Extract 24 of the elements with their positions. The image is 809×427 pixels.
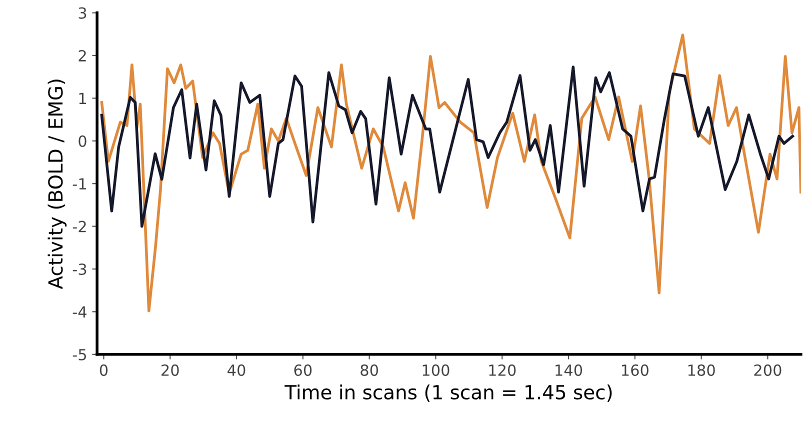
x-tick-label: 20 <box>162 364 179 376</box>
y-tick-label: -1 <box>72 178 86 190</box>
x-tick-label: 100 <box>422 364 450 376</box>
y-tick-label: -5 <box>72 349 86 360</box>
y-tick-label: -4 <box>72 306 86 318</box>
x-tick-label: 180 <box>688 364 715 376</box>
y-tick-label: 3 <box>78 7 86 19</box>
y-tick-label: -3 <box>72 263 86 276</box>
x-axis-title: Time in scans (1 scan = 1.45 sec) <box>284 384 612 402</box>
x-tick-label: 200 <box>754 364 782 376</box>
x-tick-label: 0 <box>100 364 108 376</box>
y-tick-label: 1 <box>79 92 86 104</box>
y-axis-title: Activity (BOLD / EMG) <box>48 80 67 290</box>
y-tick-label: -2 <box>72 220 86 232</box>
x-tick-label: 160 <box>622 364 648 376</box>
x-tick-label: 60 <box>294 364 312 376</box>
line-series <box>100 34 801 312</box>
line-series <box>100 66 794 228</box>
x-tick-label: 80 <box>360 364 378 376</box>
x-tick-label: 40 <box>228 364 246 376</box>
y-tick-label: 2 <box>78 50 86 62</box>
y-tick-label: 0 <box>78 135 86 147</box>
x-tick-label: 140 <box>556 364 582 376</box>
x-tick-label: 120 <box>489 364 516 376</box>
